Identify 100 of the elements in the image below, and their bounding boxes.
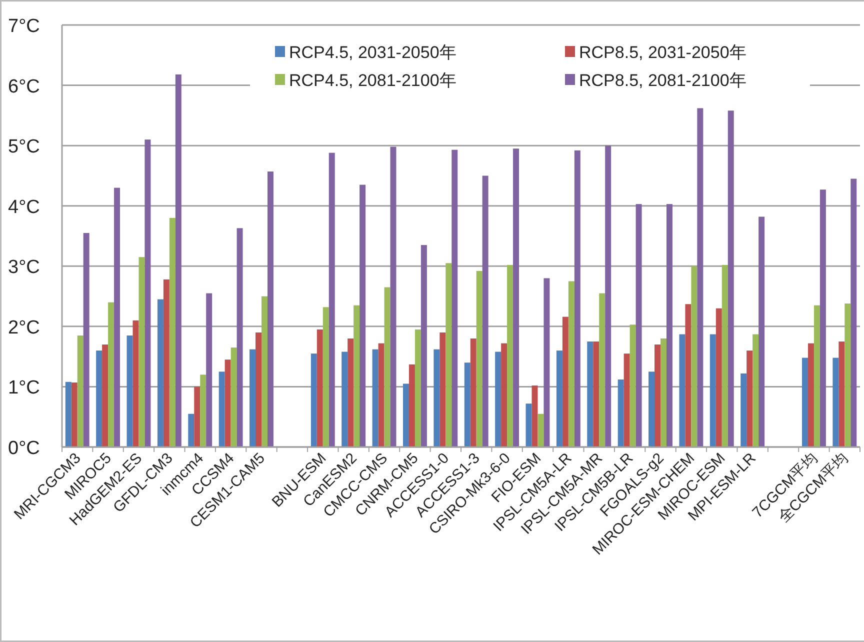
bar [630, 324, 636, 447]
bar [256, 332, 262, 447]
bar [446, 263, 452, 447]
bar [648, 372, 655, 447]
bar [802, 358, 808, 447]
bar [342, 352, 348, 447]
bar [414, 329, 421, 447]
bar [77, 335, 84, 447]
bar [808, 343, 814, 447]
bar [65, 382, 72, 447]
bar [538, 414, 544, 447]
bar [820, 190, 826, 447]
y-tick-label: 0°C [8, 438, 40, 459]
bar [126, 335, 133, 447]
bar [157, 299, 164, 447]
bar [476, 270, 482, 447]
bar [618, 379, 624, 447]
bar [593, 342, 600, 447]
bar [752, 334, 759, 447]
bar [434, 349, 440, 447]
bar [188, 414, 194, 447]
bar [850, 178, 857, 447]
bar [200, 374, 206, 447]
bar [532, 386, 538, 447]
bar [230, 348, 237, 447]
y-tick-label: 6°C [8, 76, 40, 98]
bar [636, 204, 642, 447]
bar [322, 307, 329, 447]
bar [728, 110, 734, 447]
bar [402, 384, 409, 447]
bar [218, 372, 225, 447]
bar [722, 264, 728, 447]
bar [507, 264, 514, 447]
bar [310, 354, 317, 447]
bar [206, 293, 212, 447]
bar [685, 304, 692, 447]
bar [814, 305, 820, 447]
bar [348, 338, 354, 447]
bar [746, 350, 753, 447]
bar [679, 334, 686, 447]
bar [574, 150, 580, 447]
bar [114, 188, 120, 447]
y-tick-label: 2°C [8, 317, 40, 338]
bar [262, 296, 268, 447]
bar [96, 350, 102, 447]
bar [169, 218, 176, 447]
y-tick-label: 5°C [8, 136, 40, 158]
y-tick-label: 3°C [8, 257, 40, 278]
bar [758, 216, 765, 447]
bar [710, 334, 716, 447]
bar [316, 329, 323, 447]
bar [440, 332, 446, 447]
bar [420, 245, 427, 447]
bar [384, 287, 390, 447]
bar [194, 386, 200, 447]
legend-label: RCP8.5, 2031-2050年 [579, 43, 746, 62]
bar [697, 108, 704, 447]
bar [236, 228, 243, 447]
bar [716, 308, 722, 447]
bar [844, 304, 851, 447]
bar [390, 146, 396, 447]
legend-label: RCP4.5, 2081-2100年 [289, 71, 456, 90]
bar [562, 316, 568, 447]
bar [360, 184, 366, 447]
bar [354, 305, 360, 447]
bar [250, 349, 256, 447]
bar [587, 342, 594, 447]
bar [163, 279, 170, 447]
bar [501, 343, 508, 447]
bar [175, 74, 182, 447]
legend-label: RCP4.5, 2031-2050年 [289, 43, 456, 62]
bar [328, 152, 335, 447]
bar [605, 146, 612, 447]
bar [452, 150, 458, 447]
bar [144, 140, 151, 447]
bar [464, 362, 470, 447]
y-tick-label: 4°C [8, 196, 40, 218]
bar [138, 257, 145, 447]
y-tick-label: 1°C [8, 378, 40, 399]
bar [544, 278, 550, 447]
bar [568, 281, 574, 447]
bar [470, 338, 476, 447]
bar [482, 176, 488, 447]
bar [83, 232, 90, 447]
bar [624, 354, 630, 447]
bar [267, 171, 274, 447]
bar [832, 358, 839, 447]
bar [102, 344, 108, 447]
bar [408, 364, 415, 447]
bar [495, 352, 502, 447]
bar [132, 320, 139, 447]
bar [599, 293, 606, 447]
bar [838, 342, 845, 447]
bar [556, 350, 562, 447]
bar [691, 266, 698, 447]
bar [526, 404, 532, 447]
bar [660, 338, 666, 447]
bar [71, 382, 78, 447]
bar [666, 204, 672, 447]
legend-label: RCP8.5, 2081-2100年 [579, 71, 746, 90]
